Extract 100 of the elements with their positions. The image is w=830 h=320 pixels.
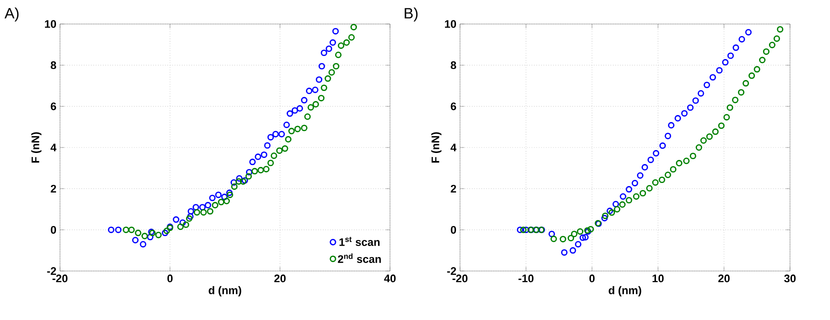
point [134, 230, 142, 236]
point [318, 94, 324, 102]
point [108, 226, 114, 234]
point [272, 130, 279, 138]
point [128, 226, 135, 234]
point [658, 176, 666, 184]
point [632, 180, 638, 186]
point [626, 196, 632, 204]
y-tick-label: 10 [44, 20, 56, 28]
text: B) [404, 8, 418, 22]
point [223, 198, 230, 204]
point [718, 122, 725, 129]
point [267, 134, 274, 140]
point [646, 185, 653, 192]
y-tick-label: 6 [450, 102, 456, 110]
point [267, 160, 274, 166]
point [324, 75, 332, 82]
point [263, 166, 270, 172]
x-tick-label: 0 [167, 274, 173, 282]
point [182, 221, 190, 228]
point [732, 44, 740, 51]
point [700, 137, 707, 144]
point [632, 193, 640, 200]
point [582, 234, 589, 240]
y-axis-title: F (nN) [431, 132, 442, 163]
point [674, 115, 682, 122]
x-axis-title: d (nm) [608, 286, 642, 296]
point [698, 90, 704, 97]
point [206, 208, 214, 215]
point [754, 66, 760, 73]
y-axis-title: F (nN) [31, 132, 42, 163]
point [561, 249, 568, 256]
point [687, 104, 694, 111]
point [732, 96, 738, 104]
point [768, 42, 776, 48]
point [664, 172, 672, 178]
point [659, 142, 666, 149]
x-tick-label: 20 [718, 274, 730, 282]
point [648, 156, 654, 164]
point [348, 34, 355, 41]
point [580, 234, 586, 241]
point [188, 208, 194, 215]
point [522, 226, 530, 234]
point [258, 166, 264, 174]
point [722, 59, 729, 66]
point [200, 209, 207, 216]
point [320, 84, 328, 92]
y-tick-label: -2 [447, 267, 456, 275]
point [192, 204, 200, 210]
point [122, 226, 130, 234]
point [212, 202, 218, 208]
point [140, 241, 146, 248]
y-tick-label: 0 [450, 226, 456, 234]
text: A) [4, 8, 19, 22]
point [328, 69, 335, 76]
point [759, 56, 766, 64]
point [330, 39, 336, 46]
point [254, 154, 262, 160]
point [231, 183, 238, 190]
x-tick-label: 10 [652, 274, 664, 282]
point [692, 97, 699, 104]
point [326, 45, 332, 52]
point [652, 150, 660, 156]
point [249, 158, 256, 166]
point [612, 200, 620, 208]
point [264, 142, 271, 149]
point [619, 201, 626, 208]
point [245, 173, 252, 180]
point [548, 230, 555, 238]
point [236, 178, 242, 185]
point [668, 122, 674, 129]
point [676, 160, 682, 166]
point [270, 152, 278, 159]
point [115, 226, 122, 234]
y-tick-label: 2 [450, 184, 456, 192]
point [712, 128, 719, 135]
point [636, 172, 644, 179]
point [283, 122, 290, 128]
point [312, 101, 319, 108]
point [670, 166, 676, 173]
point [696, 144, 702, 151]
point [294, 126, 301, 132]
point [132, 236, 139, 244]
point [251, 168, 258, 174]
point [304, 113, 311, 120]
point [343, 39, 350, 46]
point [738, 89, 744, 96]
point [716, 67, 723, 74]
point [748, 72, 755, 79]
point [726, 104, 734, 111]
x-tick-label: -20 [452, 274, 468, 282]
point [350, 24, 357, 30]
point [614, 206, 620, 212]
point [199, 204, 206, 210]
y-tick-label: 2 [50, 184, 56, 192]
point [141, 232, 148, 240]
point [338, 42, 344, 49]
point [320, 50, 328, 56]
point [316, 76, 322, 83]
point [690, 152, 696, 160]
